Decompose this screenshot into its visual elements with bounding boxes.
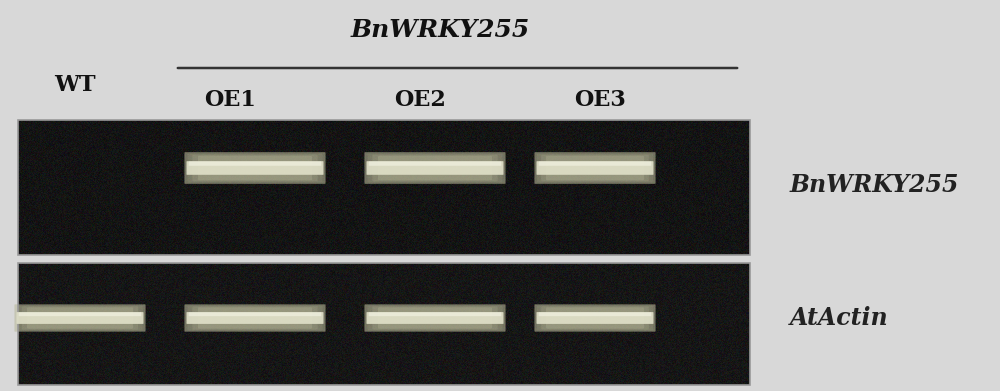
- FancyBboxPatch shape: [198, 156, 312, 180]
- Bar: [18, 120, 750, 255]
- FancyBboxPatch shape: [17, 306, 143, 330]
- FancyBboxPatch shape: [539, 161, 651, 166]
- FancyBboxPatch shape: [539, 312, 651, 316]
- FancyBboxPatch shape: [364, 152, 506, 184]
- Text: AtActin: AtActin: [790, 306, 889, 330]
- FancyBboxPatch shape: [378, 307, 492, 328]
- FancyBboxPatch shape: [188, 154, 322, 182]
- FancyBboxPatch shape: [372, 155, 498, 181]
- FancyBboxPatch shape: [192, 155, 318, 181]
- FancyBboxPatch shape: [186, 312, 324, 324]
- FancyBboxPatch shape: [14, 305, 146, 331]
- FancyBboxPatch shape: [534, 153, 656, 183]
- Text: BnWRKY255: BnWRKY255: [790, 173, 960, 197]
- FancyBboxPatch shape: [366, 161, 504, 175]
- FancyBboxPatch shape: [368, 306, 503, 330]
- FancyBboxPatch shape: [541, 307, 649, 330]
- FancyBboxPatch shape: [537, 154, 653, 182]
- FancyBboxPatch shape: [369, 161, 501, 166]
- FancyBboxPatch shape: [369, 312, 501, 316]
- FancyBboxPatch shape: [541, 155, 649, 181]
- FancyBboxPatch shape: [188, 306, 322, 330]
- FancyBboxPatch shape: [372, 307, 498, 330]
- Text: WT: WT: [54, 74, 96, 96]
- FancyBboxPatch shape: [366, 312, 504, 324]
- FancyBboxPatch shape: [189, 161, 321, 166]
- FancyBboxPatch shape: [14, 304, 146, 332]
- FancyBboxPatch shape: [378, 156, 492, 180]
- FancyBboxPatch shape: [19, 312, 141, 316]
- FancyBboxPatch shape: [16, 312, 144, 324]
- FancyBboxPatch shape: [189, 312, 321, 316]
- FancyBboxPatch shape: [534, 152, 656, 184]
- FancyBboxPatch shape: [184, 305, 326, 331]
- FancyBboxPatch shape: [22, 307, 138, 330]
- FancyBboxPatch shape: [534, 305, 656, 331]
- FancyBboxPatch shape: [536, 312, 654, 324]
- FancyBboxPatch shape: [536, 161, 654, 175]
- FancyBboxPatch shape: [546, 156, 644, 180]
- FancyBboxPatch shape: [184, 152, 326, 184]
- FancyBboxPatch shape: [186, 161, 324, 175]
- Text: OE1: OE1: [204, 89, 256, 111]
- Text: OE3: OE3: [574, 89, 626, 111]
- FancyBboxPatch shape: [364, 153, 506, 183]
- FancyBboxPatch shape: [27, 307, 133, 328]
- Bar: [18, 263, 750, 385]
- FancyBboxPatch shape: [184, 304, 326, 332]
- FancyBboxPatch shape: [184, 153, 326, 183]
- FancyBboxPatch shape: [546, 307, 644, 328]
- FancyBboxPatch shape: [192, 307, 318, 330]
- FancyBboxPatch shape: [364, 305, 506, 331]
- FancyBboxPatch shape: [198, 307, 312, 328]
- Text: OE2: OE2: [394, 89, 446, 111]
- FancyBboxPatch shape: [364, 304, 506, 332]
- Text: BnWRKY255: BnWRKY255: [350, 18, 530, 42]
- FancyBboxPatch shape: [537, 306, 653, 330]
- FancyBboxPatch shape: [534, 304, 656, 332]
- FancyBboxPatch shape: [368, 154, 503, 182]
